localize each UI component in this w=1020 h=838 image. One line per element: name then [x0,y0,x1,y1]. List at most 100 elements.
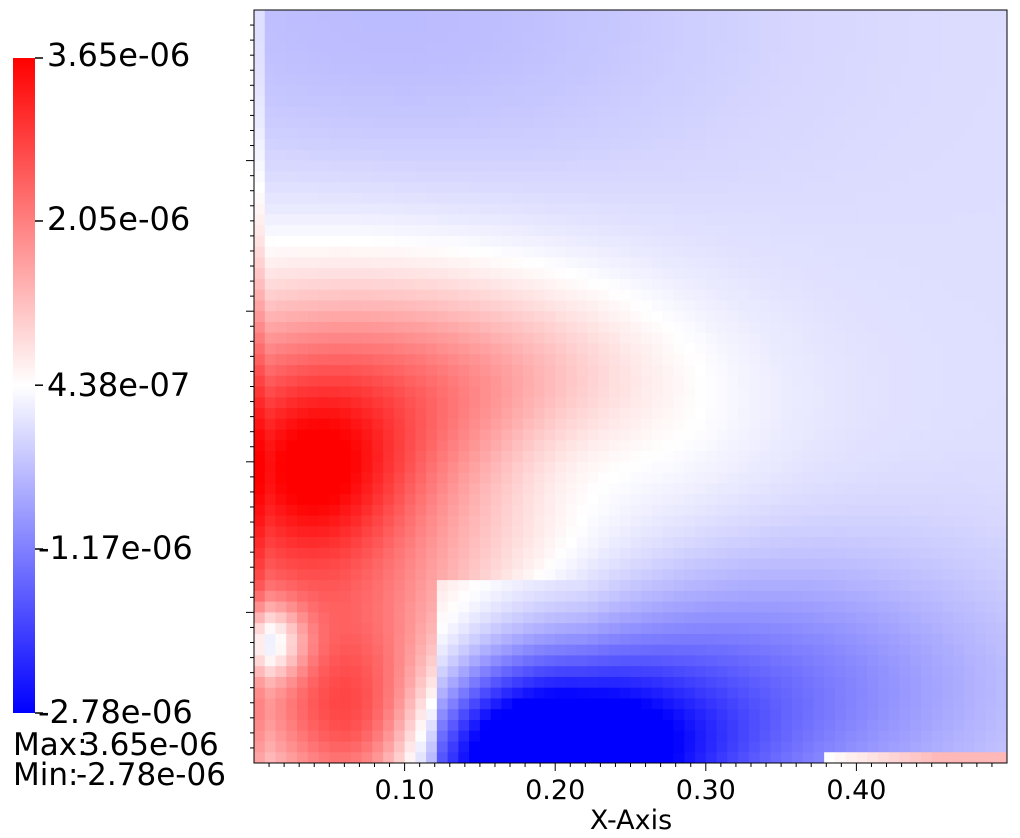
heatmap-cell [286,418,298,431]
heatmap-cell [598,343,610,355]
heatmap-cell [963,461,976,474]
heatmap-cell [469,590,481,603]
heatmap-cell [931,20,944,33]
heatmap-cell [834,300,847,312]
heatmap-cell [619,494,632,506]
heatmap-cell [630,31,642,43]
heatmap-cell [393,687,406,700]
heatmap-cell [533,268,546,280]
heatmap-cell [781,547,793,560]
heatmap-cell [329,31,341,43]
heatmap-cell [383,354,395,366]
heatmap-cell [393,451,406,463]
heatmap-cell [824,408,836,420]
heatmap-cell [877,246,890,259]
heatmap-cell [415,483,427,495]
heatmap-cell [705,504,718,517]
heatmap-cell [673,106,685,119]
heatmap-cell [372,451,384,463]
heatmap-cell [705,106,718,119]
heatmap-cell [458,139,470,151]
heatmap-cell [372,31,384,43]
heatmap-cell [458,74,470,86]
heatmap-cell [318,375,330,388]
heatmap-cell [383,257,395,269]
heatmap-cell [673,375,685,388]
heatmap-cell [565,278,578,291]
heatmap-cell [619,644,632,657]
heatmap-cell [254,257,266,269]
heatmap-cell [458,558,470,570]
heatmap-cell [781,461,793,474]
heatmap-cell [361,676,373,689]
heatmap-cell [458,31,470,43]
heatmap-cell [845,311,857,323]
heatmap-cell [426,375,438,388]
heatmap-cell [286,332,298,345]
heatmap-cell [824,53,836,65]
heatmap-cell [576,117,589,129]
heatmap-cell [286,149,298,162]
heatmap-cell [587,311,599,323]
heatmap-cell [673,214,685,226]
heatmap-cell [576,612,589,624]
heatmap-cell [641,139,653,151]
heatmap-cell [824,289,836,302]
heatmap-cell [436,408,449,420]
heatmap-cell [802,321,814,334]
heatmap-cell [608,676,621,689]
heatmap-cell [522,106,535,119]
heatmap-cell [598,386,610,398]
heatmap-cell [522,440,535,452]
heatmap-cell [286,440,298,452]
heatmap-cell [576,332,589,345]
heatmap-cell [652,655,664,667]
heatmap-cell [490,418,503,431]
heatmap-cell [920,633,933,646]
heatmap-cell [469,192,481,205]
heatmap-cell [426,225,438,237]
heatmap-cell [383,644,395,657]
heatmap-cell [522,451,535,463]
heatmap-cell [383,160,395,172]
heatmap-cell [641,63,653,76]
heatmap-cell [996,569,1007,581]
heatmap-cell [931,85,944,97]
heatmap-cell [856,386,868,398]
heatmap-cell [512,354,524,366]
heatmap-cell [544,278,556,291]
heatmap-cell [877,160,890,172]
heatmap-cell [802,666,814,678]
heatmap-cell [275,214,287,226]
heatmap-cell [565,601,578,613]
heatmap-cell [329,128,341,140]
heatmap-cell [372,53,384,65]
heatmap-cell [695,440,707,452]
heatmap-cell [834,343,847,355]
heatmap-cell [275,192,287,205]
heatmap-cell [383,612,395,624]
heatmap-cell [404,601,416,613]
heatmap-cell [533,171,546,183]
heatmap-cell [426,741,438,753]
heatmap-cell [877,42,890,54]
heatmap-cell [254,354,266,366]
heatmap-cell [630,257,642,269]
heatmap-cell [920,440,933,452]
heatmap-cell [512,160,524,172]
heatmap-cell [254,515,266,527]
heatmap-cell [802,375,814,388]
heatmap-cell [490,601,503,613]
heatmap-cell [587,709,599,721]
heatmap-cell [899,719,911,732]
heatmap-cell [329,192,341,205]
heatmap-cell [565,580,578,592]
heatmap-cell [931,558,944,570]
heatmap-cell [479,461,492,474]
heatmap-cell [748,139,761,151]
heatmap-cell [738,623,750,635]
heatmap-cell [974,203,987,215]
heatmap-cell [630,268,642,280]
heatmap-cell [684,246,696,259]
heatmap-cell [673,268,685,280]
